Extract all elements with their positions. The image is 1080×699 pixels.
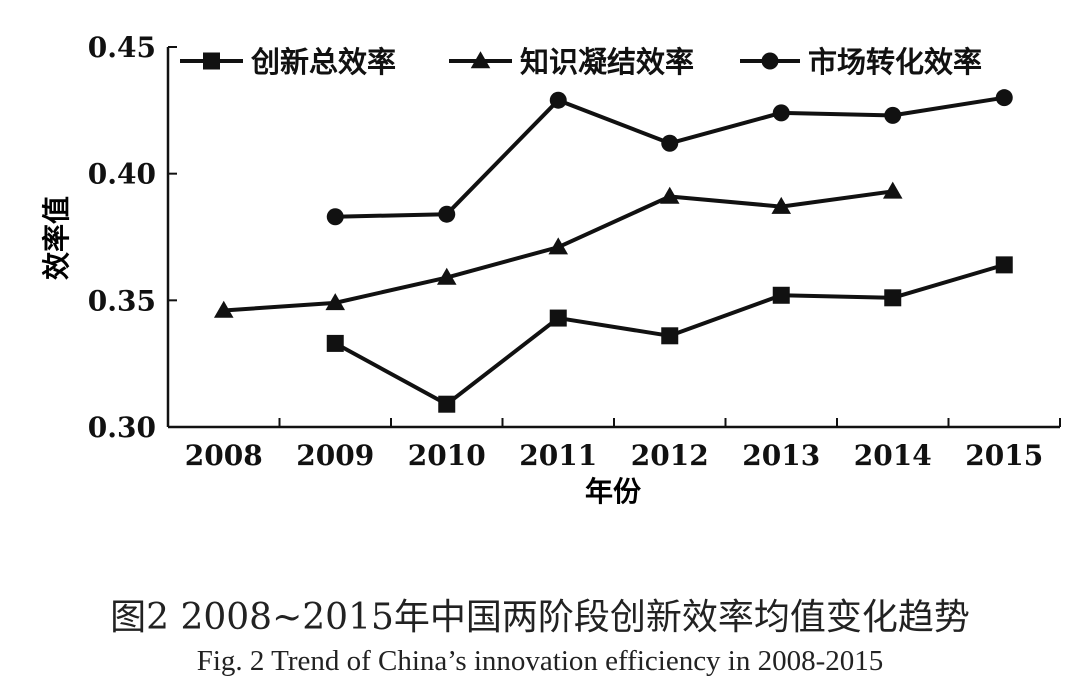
legend-marker-square <box>203 52 220 70</box>
x-tick-label: 2013 <box>742 439 820 472</box>
y-axis-label: 效率值 <box>40 196 73 280</box>
data-point-square <box>995 256 1013 274</box>
chart-axes: 0.30 0.35 0.40 0.45 2008 2009 2010 2011 2012 2013… <box>88 31 1061 472</box>
data-point-circle <box>438 205 456 223</box>
x-tick-label: 2008 <box>185 439 263 472</box>
data-point-triangle <box>325 293 346 311</box>
data-point-square <box>772 286 790 304</box>
legend-item: 知识凝结效率 <box>449 45 694 79</box>
legend-label: 市场转化效率 <box>808 45 982 79</box>
data-point-triangle <box>436 267 457 285</box>
data-point-triangle <box>548 237 569 255</box>
y-tick-label: 0.40 <box>88 158 156 191</box>
data-point-circle <box>884 106 902 124</box>
y-tick-label: 0.30 <box>88 411 156 444</box>
series-circle <box>326 89 1013 226</box>
y-tick-label: 0.35 <box>88 284 156 317</box>
series-triangle <box>213 181 903 318</box>
figure-caption-chinese: 图2 2008~2015年中国两阶段创新效率均值变化趋势 <box>110 597 970 638</box>
x-axis-label: 年份 <box>585 475 641 508</box>
data-point-square <box>661 327 679 345</box>
data-point-triangle <box>659 186 680 204</box>
figure-caption-english: Fig. 2 Trend of China’s innovation effic… <box>196 645 884 677</box>
data-point-triangle <box>882 181 903 199</box>
legend-marker-circle <box>761 52 779 70</box>
series-square <box>326 256 1013 413</box>
data-point-square <box>884 289 902 307</box>
legend-label: 知识凝结效率 <box>520 45 694 79</box>
x-tick-label: 2012 <box>631 439 709 472</box>
line-chart: 0.30 0.35 0.40 0.45 2008 2009 2010 2011 2012 2013… <box>40 31 1061 508</box>
data-point-triangle <box>771 196 792 214</box>
data-point-triangle <box>213 300 234 318</box>
chart-legend: 创新总效率 知识凝结效率 市场转化效率 <box>180 45 982 79</box>
data-point-circle <box>661 134 679 152</box>
legend-label: 创新总效率 <box>250 45 396 79</box>
x-tick-label: 2011 <box>519 439 597 472</box>
legend-item: 市场转化效率 <box>740 45 982 79</box>
data-point-square <box>438 395 456 413</box>
data-point-circle <box>326 208 344 226</box>
y-tick-label: 0.45 <box>88 31 156 64</box>
data-point-circle <box>995 89 1013 107</box>
x-tick-label: 2015 <box>965 439 1043 472</box>
data-point-circle <box>772 104 790 122</box>
data-point-square <box>549 309 567 327</box>
data-point-circle <box>549 91 567 109</box>
legend-marker-triangle <box>470 51 491 69</box>
chart-series <box>213 89 1013 413</box>
x-tick-label: 2014 <box>854 439 932 472</box>
x-tick-label: 2009 <box>296 439 374 472</box>
data-point-square <box>326 334 344 352</box>
legend-item: 创新总效率 <box>180 45 396 79</box>
x-tick-label: 2010 <box>408 439 486 472</box>
